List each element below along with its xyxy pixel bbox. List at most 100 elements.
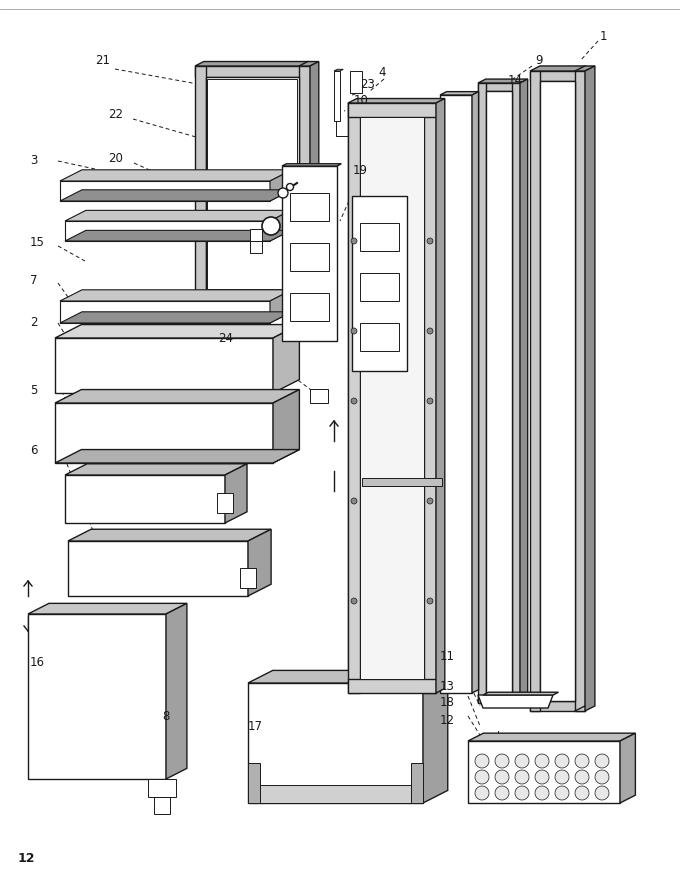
Polygon shape [478,695,553,708]
Text: 8: 8 [162,709,169,722]
Polygon shape [55,338,273,393]
Polygon shape [348,679,436,693]
Polygon shape [348,103,436,117]
Text: 12: 12 [440,714,455,728]
Circle shape [495,786,509,800]
Polygon shape [207,79,297,289]
Polygon shape [65,463,247,475]
Polygon shape [424,103,436,693]
Text: 17: 17 [248,720,263,732]
Text: 15: 15 [30,236,45,249]
Circle shape [535,754,549,768]
Text: 1: 1 [600,29,607,42]
Text: 23: 23 [360,78,375,92]
Polygon shape [68,541,248,596]
Polygon shape [520,79,528,703]
Polygon shape [360,273,399,301]
Circle shape [351,598,357,604]
Polygon shape [273,389,299,463]
Text: 2: 2 [30,316,37,329]
Text: 19: 19 [353,165,368,177]
Circle shape [575,770,589,784]
Polygon shape [217,493,233,513]
Polygon shape [299,66,310,301]
Polygon shape [248,683,423,803]
Polygon shape [530,66,595,71]
Circle shape [595,786,609,800]
Text: 14: 14 [508,75,523,87]
Circle shape [495,754,509,768]
Polygon shape [195,66,206,301]
Polygon shape [282,166,337,341]
Polygon shape [360,117,424,679]
Polygon shape [148,779,176,797]
Circle shape [475,786,489,800]
Text: 10: 10 [354,94,369,107]
Polygon shape [28,614,166,779]
Polygon shape [512,83,520,703]
Polygon shape [530,71,585,81]
Polygon shape [225,463,247,523]
Circle shape [351,498,357,504]
Polygon shape [248,529,271,596]
Polygon shape [60,301,270,323]
Polygon shape [55,403,273,463]
Text: 4: 4 [378,66,386,79]
Polygon shape [55,449,299,463]
Circle shape [555,786,569,800]
Circle shape [515,754,529,768]
Circle shape [351,398,357,404]
Polygon shape [411,763,423,803]
Polygon shape [270,211,291,241]
Polygon shape [248,670,447,683]
Polygon shape [195,62,319,66]
Polygon shape [423,670,447,803]
Polygon shape [60,312,292,323]
Text: 22: 22 [108,108,123,122]
Polygon shape [310,62,319,301]
Polygon shape [468,733,635,741]
Polygon shape [195,66,310,77]
Text: 3: 3 [30,154,37,167]
Polygon shape [65,221,270,241]
Circle shape [427,398,433,404]
Polygon shape [362,478,442,486]
Circle shape [575,786,589,800]
Polygon shape [60,290,292,301]
Circle shape [575,754,589,768]
Polygon shape [472,92,479,693]
Circle shape [278,188,288,198]
Polygon shape [478,83,520,91]
Circle shape [286,183,294,190]
Circle shape [427,238,433,244]
Circle shape [515,770,529,784]
Polygon shape [478,695,520,703]
Polygon shape [486,91,512,695]
Polygon shape [55,324,299,338]
Polygon shape [352,196,407,371]
Circle shape [535,770,549,784]
Polygon shape [440,92,479,95]
Text: 7: 7 [30,275,37,287]
Circle shape [535,786,549,800]
Polygon shape [60,170,292,181]
Polygon shape [273,324,299,393]
Polygon shape [68,529,271,541]
Circle shape [427,328,433,334]
Polygon shape [290,293,329,321]
Circle shape [262,217,280,235]
Polygon shape [154,797,170,814]
Polygon shape [468,741,620,803]
Text: 6: 6 [30,445,37,457]
Circle shape [475,770,489,784]
Text: 13: 13 [440,679,455,692]
Circle shape [495,770,509,784]
Text: 5: 5 [30,384,37,397]
Circle shape [515,786,529,800]
Circle shape [427,498,433,504]
Polygon shape [350,71,362,93]
Polygon shape [478,83,486,703]
Circle shape [555,770,569,784]
Polygon shape [55,389,299,403]
Polygon shape [206,77,299,290]
